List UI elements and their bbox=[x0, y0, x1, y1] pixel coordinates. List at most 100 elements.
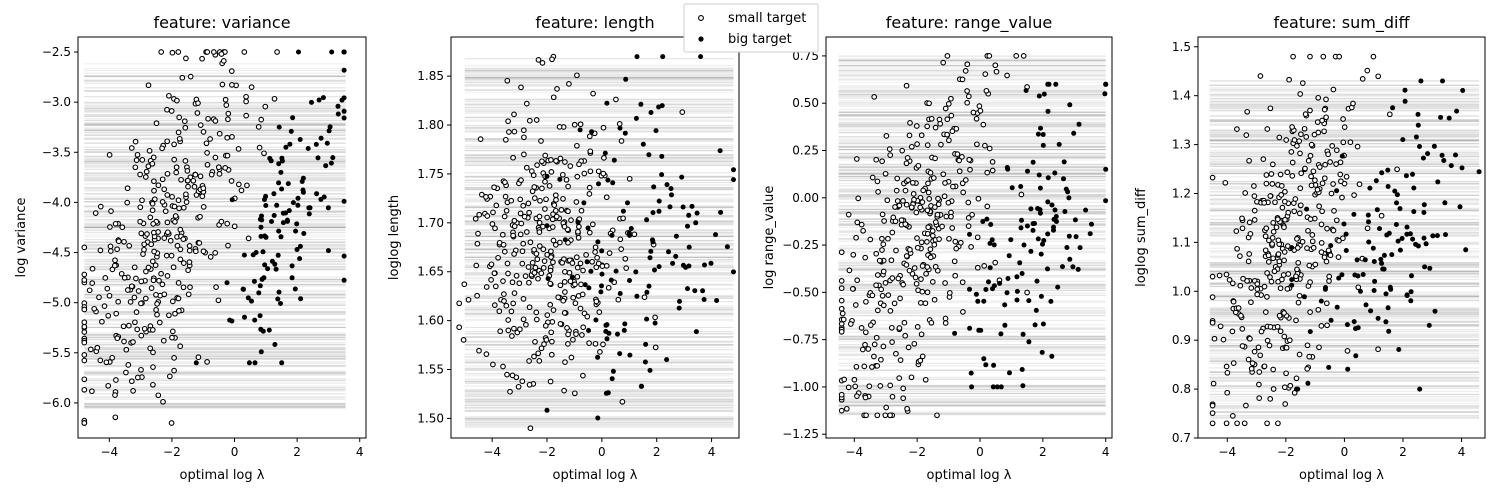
point-small-target bbox=[871, 341, 878, 348]
point-small-target bbox=[975, 195, 982, 202]
point-big-target bbox=[611, 157, 617, 163]
point-small-target bbox=[547, 280, 554, 287]
point-small-target bbox=[1234, 420, 1240, 427]
point-small-target bbox=[918, 239, 925, 246]
point-small-target bbox=[109, 354, 116, 361]
point-small-target bbox=[149, 207, 156, 214]
point-small-target bbox=[1279, 204, 1286, 211]
point-small-target bbox=[501, 248, 508, 255]
point-small-target bbox=[81, 420, 88, 426]
point-small-target bbox=[81, 271, 88, 278]
point-small-target bbox=[474, 292, 480, 299]
point-small-target bbox=[89, 388, 95, 395]
point-small-target bbox=[1251, 183, 1257, 189]
point-small-target bbox=[982, 142, 988, 149]
point-small-target bbox=[587, 148, 594, 155]
point-small-target bbox=[900, 395, 907, 402]
point-big-target bbox=[1071, 130, 1077, 136]
point-small-target bbox=[200, 204, 207, 210]
point-small-target bbox=[1320, 53, 1327, 60]
point-small-target bbox=[542, 206, 548, 212]
point-big-target bbox=[676, 305, 682, 311]
point-big-target bbox=[1064, 245, 1070, 250]
point-small-target bbox=[867, 236, 874, 243]
point-small-target bbox=[1223, 420, 1230, 427]
point-small-target bbox=[879, 235, 885, 242]
point-big-target bbox=[717, 148, 723, 154]
point-small-target bbox=[887, 152, 894, 158]
point-big-target bbox=[666, 249, 671, 255]
point-small-target bbox=[618, 246, 625, 252]
point-small-target bbox=[197, 122, 204, 128]
point-small-target bbox=[1316, 164, 1323, 170]
point-small-target bbox=[258, 116, 265, 123]
point-big-target bbox=[1385, 184, 1391, 189]
point-small-target bbox=[149, 200, 156, 207]
point-small-target bbox=[539, 60, 546, 66]
point-big-target bbox=[1019, 367, 1025, 372]
point-big-target bbox=[258, 224, 264, 230]
point-big-target bbox=[633, 269, 639, 275]
point-big-target bbox=[692, 288, 698, 294]
point-small-target bbox=[984, 169, 991, 176]
point-small-target bbox=[573, 254, 580, 261]
point-big-target bbox=[1413, 134, 1419, 140]
point-small-target bbox=[491, 302, 498, 308]
point-small-target bbox=[573, 199, 580, 205]
point-small-target bbox=[932, 263, 939, 270]
point-small-target bbox=[592, 244, 599, 251]
point-small-target bbox=[935, 195, 941, 202]
point-small-target bbox=[271, 95, 278, 102]
point-big-target bbox=[1427, 265, 1433, 271]
point-big-target bbox=[1304, 206, 1310, 212]
point-small-target bbox=[520, 240, 527, 247]
point-big-target bbox=[276, 289, 282, 295]
point-small-target bbox=[199, 193, 206, 200]
point-big-target bbox=[1390, 105, 1396, 111]
point-small-target bbox=[131, 264, 138, 271]
legend-box bbox=[683, 3, 819, 53]
point-small-target bbox=[181, 118, 188, 125]
point-small-target bbox=[965, 199, 972, 206]
y-tick-label: −6.0 bbox=[42, 396, 71, 410]
point-big-target bbox=[633, 115, 639, 121]
point-small-target bbox=[1234, 245, 1240, 252]
point-small-target bbox=[168, 108, 175, 114]
point-small-target bbox=[1246, 219, 1253, 226]
point-small-target bbox=[1245, 258, 1252, 265]
point-big-target bbox=[731, 269, 736, 275]
point-big-target bbox=[1060, 264, 1065, 270]
point-big-target bbox=[294, 221, 300, 227]
point-big-target bbox=[1038, 125, 1043, 131]
point-big-target bbox=[983, 287, 989, 292]
point-big-target bbox=[1404, 293, 1410, 299]
point-small-target bbox=[874, 272, 881, 278]
point-small-target bbox=[586, 340, 592, 346]
legend-marker-big bbox=[698, 36, 704, 42]
point-small-target bbox=[536, 358, 543, 364]
point-small-target bbox=[192, 171, 199, 178]
point-small-target bbox=[942, 315, 949, 322]
point-big-target bbox=[1028, 206, 1034, 212]
point-big-target bbox=[193, 360, 199, 366]
point-small-target bbox=[1256, 395, 1263, 401]
point-big-target bbox=[650, 210, 656, 216]
point-small-target bbox=[81, 357, 88, 364]
point-small-target bbox=[149, 327, 156, 333]
point-small-target bbox=[477, 136, 484, 142]
point-small-target bbox=[841, 376, 848, 383]
scatter-points bbox=[81, 49, 347, 426]
point-small-target bbox=[924, 239, 930, 245]
point-small-target bbox=[927, 169, 934, 176]
point-small-target bbox=[133, 275, 139, 282]
point-small-target bbox=[918, 331, 925, 338]
point-small-target bbox=[1222, 179, 1229, 186]
y-axis-label: log range_value bbox=[762, 186, 777, 290]
point-big-target bbox=[1438, 114, 1444, 120]
point-small-target bbox=[906, 132, 913, 139]
point-small-target bbox=[989, 159, 996, 165]
point-big-target bbox=[679, 174, 685, 180]
point-small-target bbox=[1287, 382, 1294, 389]
legend-label-small: small target bbox=[728, 11, 806, 26]
point-small-target bbox=[931, 241, 938, 248]
